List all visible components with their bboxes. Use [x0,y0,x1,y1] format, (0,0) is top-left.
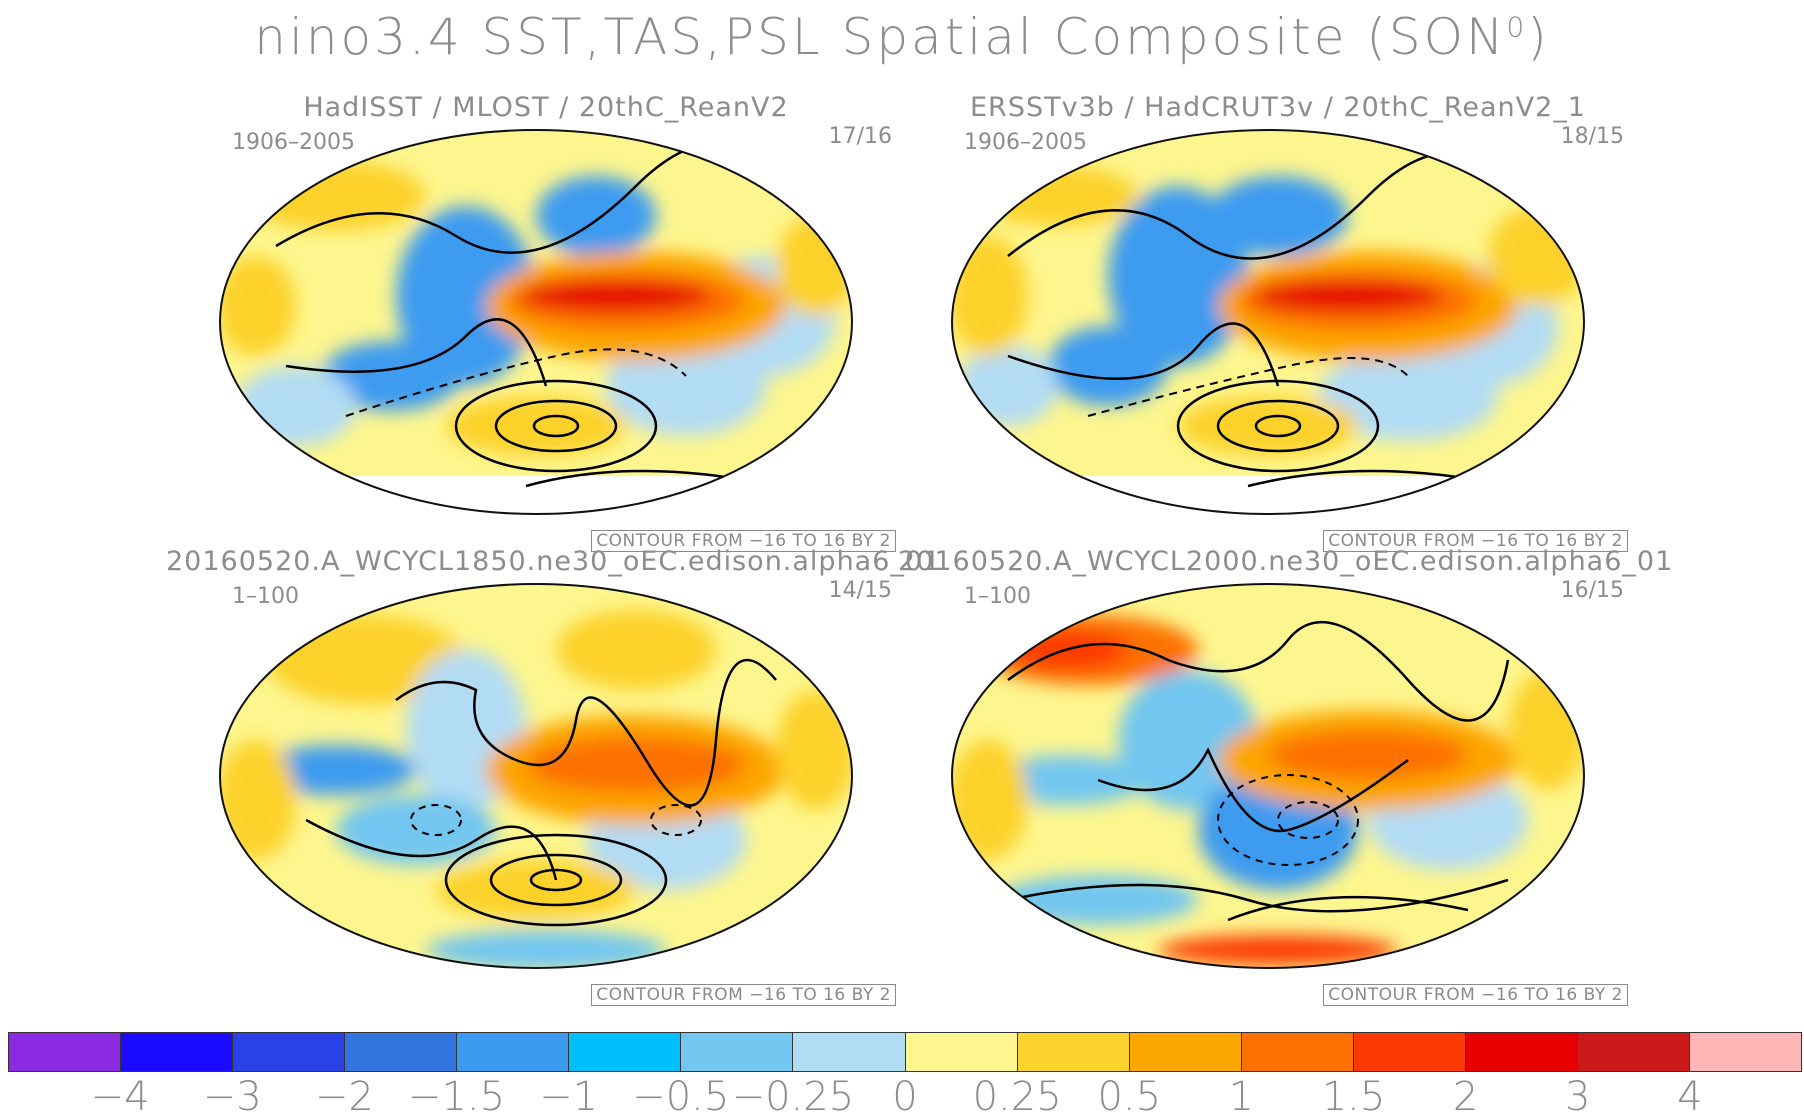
colorbar-tick-label: 1.5 [1321,1074,1386,1120]
event-count-label: 16/15 [1560,578,1624,603]
colorbar-segment [793,1033,906,1071]
colorbar-segment [1577,1033,1690,1071]
colorbar-segment [457,1033,570,1071]
colorbar-tick-label: 4 [1677,1074,1703,1120]
colorbar-segment [345,1033,458,1071]
panel-title: 20160520.A_WCYCL1850.ne30_oEC.edison.alp… [166,546,942,577]
colorbar-segment [1465,1033,1578,1071]
contour-note: CONTOUR FROM −16 TO 16 BY 2 [591,984,896,1006]
event-count-label: 14/15 [828,578,892,603]
period-label: 1–100 [964,584,1031,609]
colorbar-tick-label: 0.25 [972,1074,1062,1120]
colorbar-tick-label: −1.5 [407,1074,506,1120]
colorbar-tick-label: −3 [202,1074,262,1120]
map-panel-3: 20160520.A_WCYCL1850.ne30_oEC.edison.alp… [166,546,942,1016]
event-count-label: 18/15 [1560,124,1624,149]
composite-map [951,583,1585,969]
contour-note: CONTOUR FROM −16 TO 16 BY 2 [591,530,896,552]
panel-title: HadISST / MLOST / 20thC_ReanV2 [303,92,789,123]
colorbar-tick-label: 1 [1228,1074,1255,1120]
composite-map [219,583,853,969]
map-panel-2: ERSSTv3b / HadCRUT3v / 20thC_ReanV2_1 19… [898,92,1658,562]
event-count-label: 17/16 [828,124,892,149]
period-label: 1–100 [232,584,299,609]
period-label: 1906–2005 [964,130,1087,155]
panel-title: ERSSTv3b / HadCRUT3v / 20thC_ReanV2_1 [970,92,1586,123]
colorbar-labels: −4 −3 −2 −1.5 −1 −0.5 −0.25 0 0.25 0.5 1 1.5 2 3 4 [8,1074,1802,1120]
colorbar-segment [569,1033,682,1071]
colorbar-segment [9,1033,122,1071]
map-panel-1: HadISST / MLOST / 20thC_ReanV2 1906–2005… [166,92,926,562]
colorbar-segment [905,1033,1018,1071]
composite-map [219,129,853,515]
panel-title: 20160520.A_WCYCL2000.ne30_oEC.edison.alp… [898,546,1674,577]
figure-title: nino3.4 SST,TAS,PSL Spatial Composite (S… [254,8,1550,66]
colorbar-segment [233,1033,346,1071]
colorbar-segment [681,1033,794,1071]
colorbar-segment [1689,1033,1801,1071]
colorbar-segment [121,1033,234,1071]
colorbar-tick-label: −0.25 [731,1074,855,1120]
colorbar-segment [1353,1033,1466,1071]
colorbar-segment [1241,1033,1354,1071]
colorbar-tick-label: −4 [90,1074,150,1120]
map-panel-4: 20160520.A_WCYCL2000.ne30_oEC.edison.alp… [898,546,1674,1016]
colorbar-tick-label: 0.5 [1097,1074,1162,1120]
composite-map [951,129,1585,515]
colorbar-tick-label: 2 [1452,1074,1479,1120]
colorbar-tick-label: 3 [1565,1074,1591,1120]
colorbar-tick-label: −1 [539,1074,599,1120]
contour-note: CONTOUR FROM −16 TO 16 BY 2 [1323,984,1628,1006]
colorbar-tick-label: 0 [892,1074,918,1120]
contour-note: CONTOUR FROM −16 TO 16 BY 2 [1323,530,1628,552]
period-label: 1906–2005 [232,130,355,155]
colorbar-tick-label: −0.5 [632,1074,730,1120]
colorbar-segment [1017,1033,1130,1071]
colorbar-tick-label: −2 [314,1074,374,1120]
colorbar [8,1032,1802,1072]
colorbar-segment [1129,1033,1242,1071]
